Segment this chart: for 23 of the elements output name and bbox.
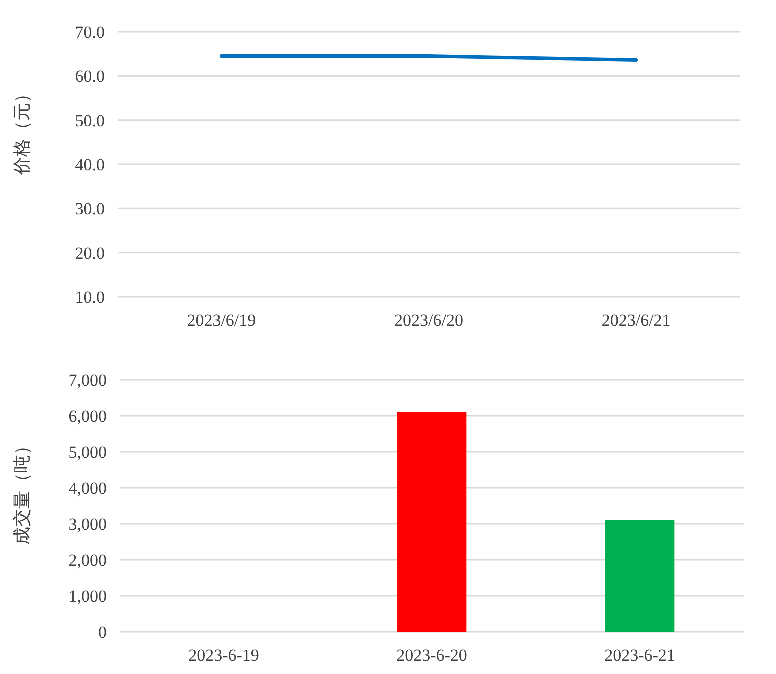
y-tick-label: 2,000 bbox=[68, 551, 107, 570]
x-tick-label: 2023/6/19 bbox=[187, 311, 256, 330]
y-tick-label: 7,000 bbox=[68, 371, 107, 390]
y-tick-label: 0 bbox=[98, 623, 107, 642]
y-axis-title: 价格（元） bbox=[12, 85, 32, 176]
y-tick-label: 6,000 bbox=[68, 407, 107, 426]
y-tick-label: 40.0 bbox=[75, 156, 105, 174]
y-tick-label: 3,000 bbox=[68, 515, 107, 534]
y-tick-label: 20.0 bbox=[75, 244, 105, 263]
y-tick-label: 60.0 bbox=[75, 67, 105, 86]
y-tick-label: 5,000 bbox=[68, 443, 107, 462]
y-tick-label: 70.0 bbox=[75, 23, 105, 42]
y-tick-label: 50.0 bbox=[75, 111, 105, 130]
y-tick-label: 10.0 bbox=[75, 288, 105, 307]
y-tick-label: 1,000 bbox=[68, 587, 107, 606]
x-tick-label: 2023-6-21 bbox=[604, 646, 676, 665]
x-tick-label: 2023-6-20 bbox=[396, 646, 468, 665]
x-tick-label: 2023/6/21 bbox=[602, 311, 671, 330]
x-tick-label: 2023/6/20 bbox=[394, 311, 464, 330]
y-tick-label: 4,000 bbox=[68, 479, 107, 498]
y-axis-title: 成交量（吨） bbox=[12, 437, 32, 545]
x-tick-label: 2023-6-19 bbox=[188, 646, 260, 665]
y-tick-label: 30.0 bbox=[75, 200, 105, 219]
